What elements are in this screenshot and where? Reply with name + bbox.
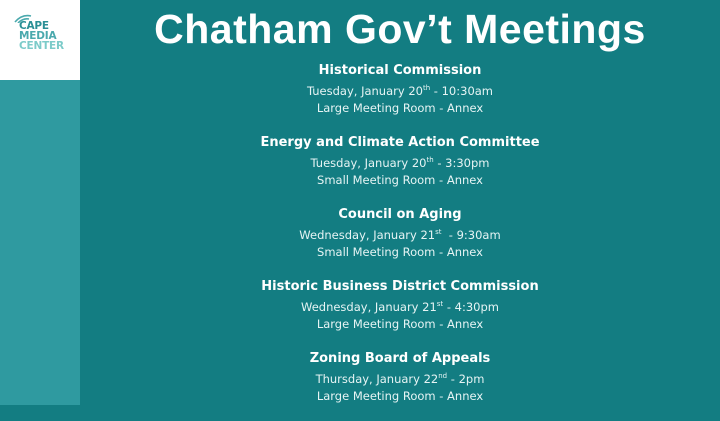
meeting-list: Historical Commission Tuesday, January 2… bbox=[80, 61, 720, 421]
meeting-item: Historic Business District Commission We… bbox=[80, 277, 720, 349]
ordinal-suffix: th bbox=[426, 156, 434, 164]
meeting-datetime: Tuesday, January 20th - 10:30am bbox=[80, 80, 720, 100]
meeting-name: Historical Commission bbox=[318, 63, 482, 78]
meeting-location: Large Meeting Room - Annex bbox=[316, 316, 484, 331]
cape-media-center-logo: CAPE MEDIA CENTER bbox=[0, 0, 80, 80]
meeting-location: Small Meeting Room - Annex bbox=[317, 172, 483, 187]
meeting-day: Wednesday, January 21 bbox=[299, 227, 436, 242]
meeting-item: Historical Commission Tuesday, January 2… bbox=[80, 61, 720, 133]
ordinal-suffix: st bbox=[436, 300, 444, 308]
ordinal-suffix: nd bbox=[438, 372, 448, 380]
meeting-location: Large Meeting Room - Annex bbox=[316, 388, 484, 403]
meeting-datetime: Thursday, January 22nd - 2pm bbox=[80, 368, 720, 388]
meeting-time: - 4:30pm bbox=[443, 299, 499, 314]
meeting-day: Wednesday, January 21 bbox=[301, 299, 437, 314]
side-strip bbox=[0, 80, 80, 405]
meeting-time: - 2pm bbox=[447, 371, 485, 386]
meeting-name: Energy and Climate Action Committee bbox=[260, 135, 540, 150]
logo-line: CAPE bbox=[19, 20, 49, 32]
meeting-datetime: Wednesday, January 21st - 4:30pm bbox=[80, 296, 720, 316]
meeting-datetime: Wednesday, January 21st - 9:30am bbox=[80, 224, 720, 244]
logo-line: MEDIA bbox=[19, 30, 57, 42]
meeting-name: Historic Business District Commission bbox=[261, 279, 539, 294]
meeting-datetime: Tuesday, January 20th - 3:30pm bbox=[80, 152, 720, 172]
meeting-item: Zoning Board of Appeals Thursday, Januar… bbox=[80, 349, 720, 421]
ordinal-suffix: st bbox=[435, 228, 442, 236]
signal-icon bbox=[14, 14, 32, 23]
meeting-time: - 10:30am bbox=[430, 83, 494, 98]
meeting-day: Tuesday, January 20 bbox=[306, 83, 423, 98]
meeting-name: Zoning Board of Appeals bbox=[309, 351, 491, 366]
meeting-name: Council on Aging bbox=[338, 207, 462, 222]
meeting-day: Tuesday, January 20 bbox=[310, 155, 427, 170]
meeting-time: - 9:30am bbox=[441, 227, 501, 242]
meeting-day: Thursday, January 22 bbox=[315, 371, 439, 386]
meeting-item: Council on Aging Wednesday, January 21st… bbox=[80, 205, 720, 277]
meeting-location: Large Meeting Room - Annex bbox=[316, 100, 484, 115]
meeting-item: Energy and Climate Action Committee Tues… bbox=[80, 133, 720, 205]
logo-line: CENTER bbox=[19, 40, 64, 52]
meeting-location: Small Meeting Room - Annex bbox=[317, 244, 483, 259]
ordinal-suffix: th bbox=[422, 84, 431, 92]
page-title: Chatham Gov’t Meetings bbox=[154, 6, 646, 52]
meeting-time: - 3:30pm bbox=[433, 155, 490, 170]
